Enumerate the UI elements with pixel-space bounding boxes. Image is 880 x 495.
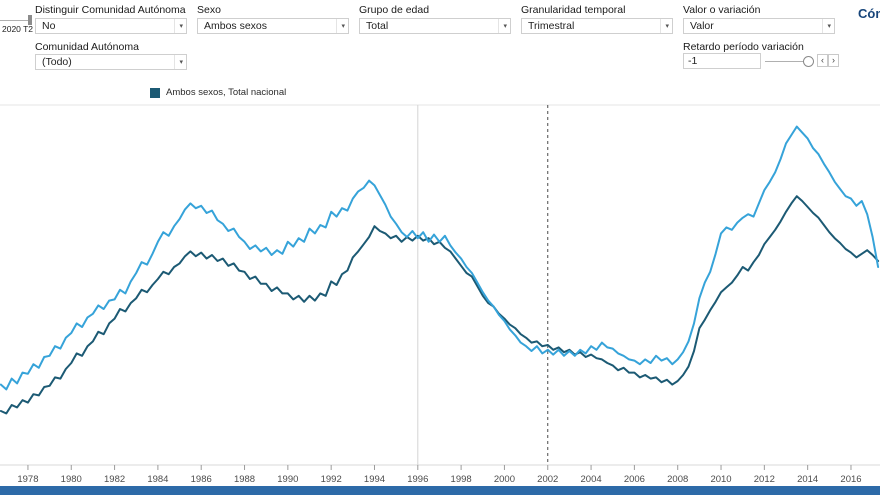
dropdown-value: Total — [366, 20, 389, 32]
retardo-slider-handle[interactable] — [803, 56, 814, 67]
chevron-down-icon: ▾ — [174, 55, 183, 69]
filter-dropdown-granularidad[interactable]: Trimestral ▾ — [521, 18, 673, 34]
x-tick-label: 2016 — [840, 474, 861, 485]
filter-label-grupo-edad: Grupo de edad — [359, 4, 430, 16]
legend-swatch — [150, 87, 160, 98]
x-tick-label: 1990 — [277, 474, 298, 485]
series-line-1 — [0, 195, 880, 415]
period-slider-handle[interactable] — [28, 15, 32, 25]
retardo-prev-button[interactable]: ‹ — [817, 54, 828, 67]
chevron-down-icon: ▾ — [174, 19, 183, 33]
series-line-2 — [0, 125, 880, 391]
x-tick-label: 2004 — [581, 474, 602, 485]
dropdown-value: No — [42, 20, 56, 32]
x-tick-label: 1998 — [451, 474, 472, 485]
x-tick-label: 1996 — [407, 474, 428, 485]
x-tick-label: 1978 — [17, 474, 38, 485]
filter-label-granularidad: Granularidad temporal — [521, 4, 626, 16]
retardo-next-button[interactable]: › — [828, 54, 839, 67]
chevron-down-icon: ▾ — [822, 19, 831, 33]
dropdown-value: (Todo) — [42, 56, 72, 68]
x-tick-label: 1980 — [61, 474, 82, 485]
x-tick-label: 1988 — [234, 474, 255, 485]
retardo-slider-track — [765, 61, 805, 62]
x-tick-label: 2002 — [537, 474, 558, 485]
x-tick-label: 1982 — [104, 474, 125, 485]
x-tick-label: 2012 — [754, 474, 775, 485]
filter-dropdown-sexo[interactable]: Ambos sexos ▾ — [197, 18, 349, 34]
filter-dropdown-valor-variacion[interactable]: Valor ▾ — [683, 18, 835, 34]
retardo-input[interactable] — [683, 53, 761, 69]
x-tick-label: 2008 — [667, 474, 688, 485]
footer-bar — [0, 486, 880, 495]
filter-dropdown-comunidad-autonoma[interactable]: (Todo) ▾ — [35, 54, 187, 70]
x-tick-label: 1986 — [191, 474, 212, 485]
x-tick-label: 1992 — [321, 474, 342, 485]
x-tick-label: 2014 — [797, 474, 818, 485]
legend-label: Ambos sexos, Total nacional — [166, 87, 287, 98]
filter-label-valor-variacion: Valor o variación — [683, 4, 761, 16]
filter-label-sexo: Sexo — [197, 4, 221, 16]
x-tick-label: 1984 — [147, 474, 168, 485]
filter-label-retardo: Retardo período variación — [683, 41, 804, 53]
dropdown-value: Ambos sexos — [204, 20, 268, 32]
x-tick-label: 2000 — [494, 474, 515, 485]
chevron-down-icon: ▾ — [660, 19, 669, 33]
filter-label-comunidad-autonoma: Comunidad Autónoma — [35, 41, 139, 53]
period-slider-value: 2020 T2 — [2, 24, 34, 34]
help-link[interactable]: Cóm — [858, 6, 880, 21]
timeseries-chart: 1978 1980 1982 1984 1986 1988 1990 1992 1994 1996… — [0, 104, 880, 485]
dropdown-value: Trimestral — [528, 20, 575, 32]
filter-label-distinguir-comunidad: Distinguir Comunidad Autónoma — [35, 4, 186, 16]
chevron-down-icon: ▾ — [498, 19, 507, 33]
x-tick-label: 2010 — [710, 474, 731, 485]
legend-item[interactable]: Ambos sexos, Total nacional — [150, 87, 286, 98]
x-tick-label: 1994 — [364, 474, 385, 485]
period-slider-track — [0, 20, 31, 21]
chevron-down-icon: ▾ — [336, 19, 345, 33]
dropdown-value: Valor — [690, 20, 714, 32]
x-tick-label: 2006 — [624, 474, 645, 485]
filter-dropdown-grupo-edad[interactable]: Total ▾ — [359, 18, 511, 34]
filter-dropdown-distinguir-comunidad[interactable]: No ▾ — [35, 18, 187, 34]
